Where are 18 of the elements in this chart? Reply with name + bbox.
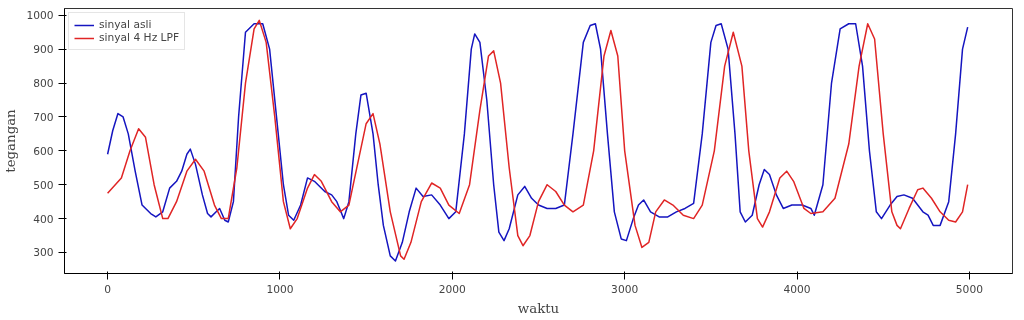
x-tick-label: 3000 (611, 282, 639, 296)
legend-label: sinyal 4 Hz LPF (99, 31, 180, 44)
x-axis-title: waktu (517, 300, 560, 316)
y-tick-label: 400 (33, 212, 54, 226)
x-tick-label: 1000 (266, 282, 294, 296)
y-tick-label: 800 (33, 77, 54, 91)
y-tick-label: 500 (33, 178, 54, 192)
y-axis-title: tegangan (3, 108, 19, 173)
y-tick-label: 700 (33, 110, 54, 124)
x-tick-label: 2000 (438, 282, 467, 296)
legend-label: sinyal asli (99, 18, 152, 31)
x-tick-label: 0 (104, 282, 112, 296)
y-tick-label: 600 (33, 144, 54, 158)
x-tick-label: 5000 (955, 282, 984, 296)
y-tick-label: 300 (33, 246, 54, 260)
y-tick-label: 900 (33, 43, 54, 57)
x-tick-label: 4000 (783, 282, 811, 296)
y-tick-label: 1000 (26, 9, 54, 23)
